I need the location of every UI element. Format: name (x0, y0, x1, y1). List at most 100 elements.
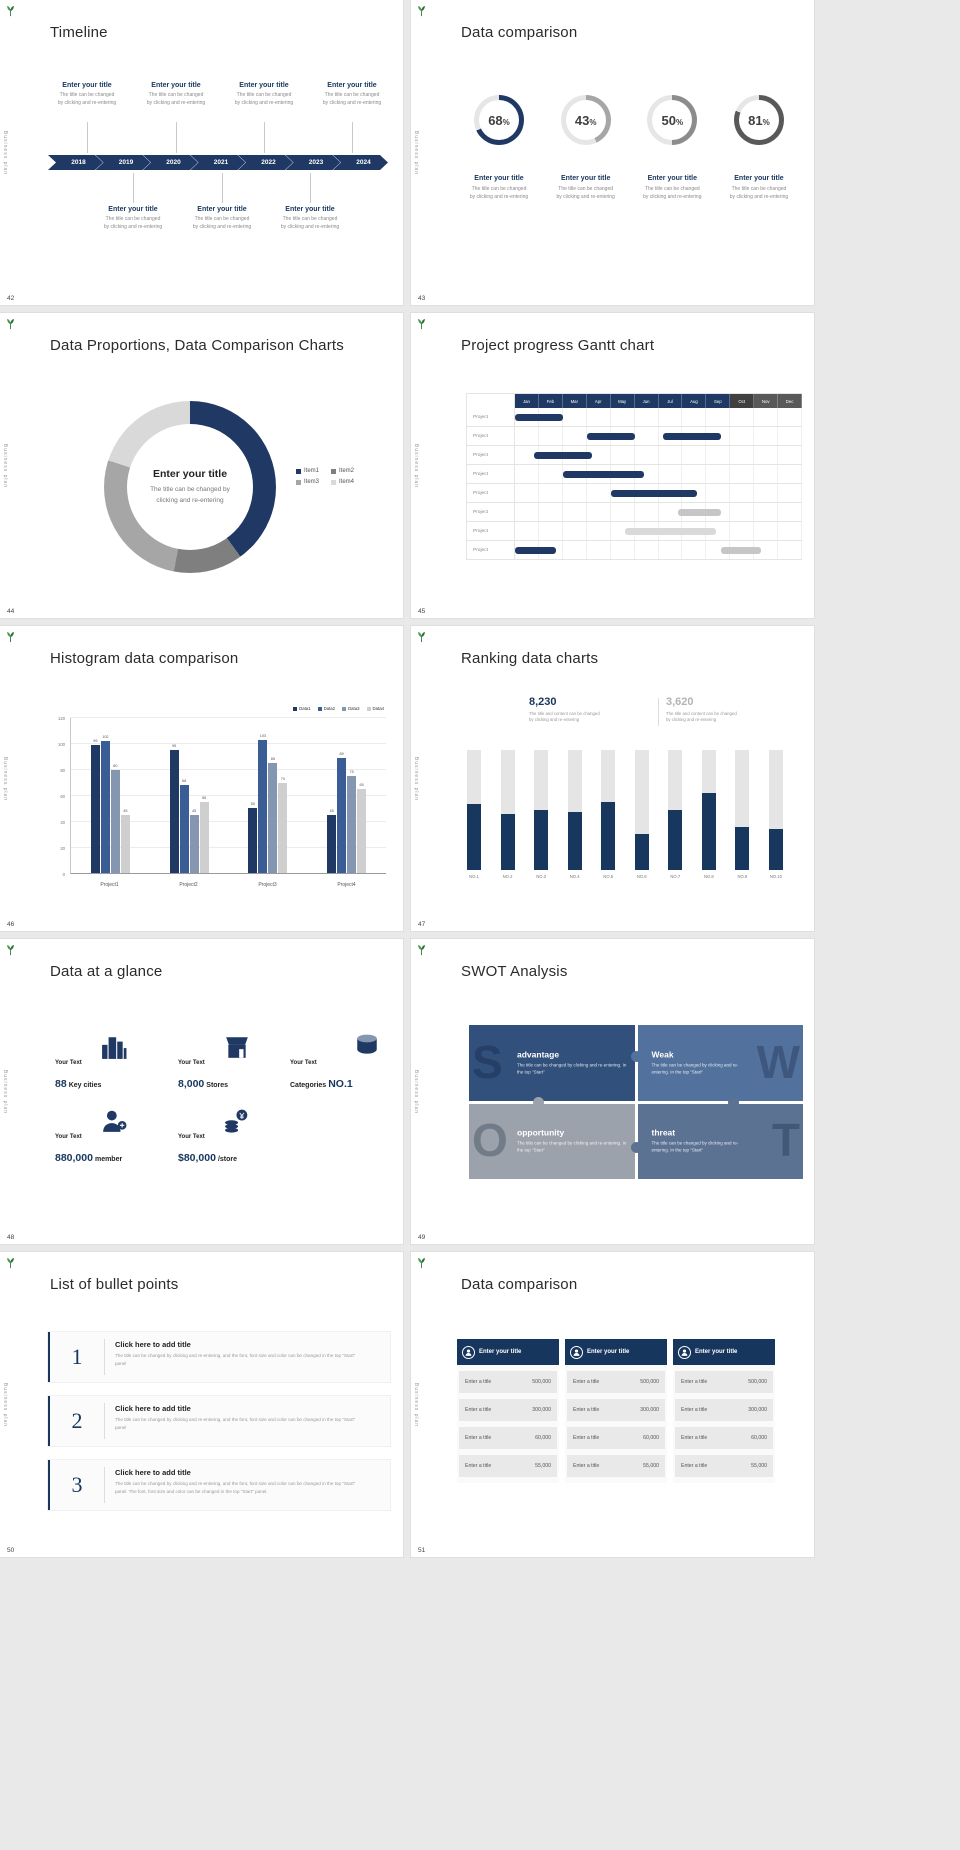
bar-value-label: 103 (259, 733, 267, 738)
gantt-grid-cell (635, 503, 659, 521)
gantt-row: Project (467, 427, 803, 446)
page-number: 48 (7, 1234, 15, 1241)
donut-gauge: 68% (474, 95, 524, 145)
bullet-number: 2 (71, 1408, 83, 1433)
slide-thumbnail-50[interactable]: Business plan 50 List of bullet points 1… (0, 1252, 403, 1557)
gantt-month-cell: Aug (682, 394, 707, 408)
gantt-grid-cell (706, 465, 731, 483)
bar-value-label: 99 (93, 739, 98, 744)
timeline-entry: Enter your title The title can be change… (262, 173, 358, 232)
divider (658, 698, 659, 726)
category-cylinder-icon (357, 1034, 377, 1054)
page-number: 51 (418, 1547, 426, 1554)
slide-thumbnail-51[interactable]: Business plan 51 Data comparison Enter y… (411, 1252, 814, 1557)
gantt-bar (515, 414, 563, 421)
entry-title: Enter your title (197, 206, 247, 213)
puzzle-knob (630, 1051, 642, 1062)
gantt-grid-cell (659, 541, 683, 559)
entry-desc: The title can be changed by clicking and … (322, 92, 382, 106)
legend-swatch-icon (296, 468, 301, 474)
row-label: Enter a title (573, 1435, 600, 1441)
gantt-grid-cell (587, 522, 611, 540)
page-number: 44 (7, 608, 15, 615)
page-number: 47 (418, 921, 426, 928)
stat-desc: The title and content can be changed by c… (529, 711, 600, 723)
legend-swatch-icon (317, 706, 322, 711)
gauge-value: 43% (574, 112, 597, 128)
gauge-item: 81% Enter your title The title can be ch… (719, 95, 799, 202)
table-row: Enter a title 300,000 (675, 1399, 773, 1421)
gantt-bar (677, 509, 721, 516)
slide-thumbnail-42[interactable]: Business plan 42 Timeline Enter your tit… (0, 0, 403, 305)
gantt-month-cell: Sep (706, 394, 731, 408)
swot-letter: O (472, 1114, 508, 1167)
gantt-month-cell: Oct (730, 394, 755, 408)
legend-item: Item1 (296, 468, 319, 474)
row-label: Enter a title (465, 1407, 492, 1413)
slide-thumbnail-46[interactable]: Business plan 46 Histogram data comparis… (0, 626, 403, 931)
brand-logo-icon (418, 945, 425, 956)
entry-title: Enter your title (108, 206, 158, 213)
histogram-bar: 65 (357, 783, 367, 873)
gantt-grid-cell (706, 503, 731, 521)
ranking-label: NO.7 (670, 874, 681, 879)
member-add-icon (103, 1110, 127, 1132)
gantt-grid-cell (587, 541, 611, 559)
row-value: 500,000 (748, 1379, 767, 1385)
ranking-column: NO.2 (500, 750, 515, 879)
table-row: Enter a title 500,000 (675, 1371, 773, 1393)
slide-thumbnail-44[interactable]: Business plan 44 Data Proportions, Data … (0, 313, 403, 618)
gridline (70, 847, 386, 848)
gantt-grid-cell (682, 484, 707, 502)
slide-thumbnail-43[interactable]: Business plan 43 Data comparison 68% Ent… (411, 0, 814, 305)
legend-label: Data3 (348, 706, 360, 711)
legend-item: Data4 (366, 706, 384, 711)
bar-value-label: 102 (102, 735, 109, 740)
gantt-grid-cell (730, 484, 755, 502)
x-axis: Project1 Project2 Project3 Project4 (70, 882, 386, 888)
ranking-stat-secondary: 3,620 The title and content can be chang… (666, 696, 791, 724)
gantt-row-track (515, 541, 803, 559)
legend-label: Item4 (339, 479, 355, 485)
ranking-column: NO.5 (601, 750, 616, 879)
gantt-grid-cell (754, 503, 779, 521)
ranking-column: NO.10 (768, 750, 783, 879)
row-label: Enter a title (465, 1435, 492, 1441)
ranking-label: NO.6 (636, 874, 647, 879)
bar-value-label: 80 (113, 763, 118, 768)
gantt-month-cell: Mar (562, 394, 587, 408)
gauge-desc: The title can be changed by clicking and … (729, 186, 789, 200)
brand-logo-icon (418, 319, 425, 330)
slide-title: List of bullet points (50, 1276, 179, 1293)
ranking-column: NO.1 (467, 750, 481, 879)
gantt-grid-cell (754, 484, 779, 502)
person-badge-icon (678, 1345, 691, 1359)
gauge-value: 81% (748, 112, 770, 128)
histogram-bar: 80 (110, 764, 120, 873)
slide-title: Project progress Gantt chart (461, 337, 655, 354)
row-value: 300,000 (640, 1407, 659, 1413)
gridline (70, 795, 386, 796)
comparison-card: Enter your title Enter a title 500,000 Ente… (457, 1339, 559, 1483)
entry-title: Enter your title (285, 206, 335, 213)
gantt-grid-cell (587, 503, 611, 521)
row-label: Enter a title (465, 1463, 492, 1469)
gauge-title: Enter your title (647, 175, 698, 182)
slide-thumbnail-49[interactable]: Business plan 49 SWOT Analysis S advanta… (411, 939, 814, 1244)
bar-group: 50 103 85 70 (248, 718, 288, 873)
bullet-number: 1 (71, 1344, 83, 1369)
person-badge-icon (462, 1345, 475, 1359)
brand-vertical-label: Business plan (413, 130, 419, 175)
legend-item: Item3 (296, 479, 319, 485)
gauge-item: 43% Enter your title The title can be ch… (546, 95, 626, 202)
slide-title: Ranking data charts (461, 650, 599, 667)
ranking-label: NO.1 (469, 874, 479, 879)
histogram-bar: 75 (347, 770, 357, 873)
slide-thumbnail-47[interactable]: Business plan 47 Ranking data charts 8,2… (411, 626, 814, 931)
stat-revenue-per-store: Your Text $80,000/store (178, 1109, 296, 1166)
gantt-grid-cell (563, 427, 587, 445)
slide-thumbnail-48[interactable]: Business plan 48 Data at a glance Your T… (0, 939, 403, 1244)
gantt-month-cell: Jun (634, 394, 659, 408)
gantt-row-track (515, 427, 803, 445)
slide-thumbnail-45[interactable]: Business plan 45 Project progress Gantt … (411, 313, 814, 618)
